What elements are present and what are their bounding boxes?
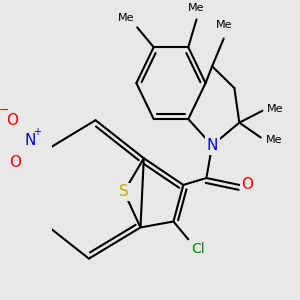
Text: Me: Me — [188, 3, 205, 13]
Text: Cl: Cl — [191, 242, 205, 256]
Text: Me: Me — [215, 20, 232, 30]
Text: N: N — [206, 138, 218, 153]
Text: N: N — [25, 133, 36, 148]
Text: S: S — [119, 184, 129, 200]
Text: Me: Me — [267, 104, 284, 114]
Text: −: − — [0, 104, 9, 117]
Text: +: + — [33, 127, 41, 137]
Text: O: O — [242, 177, 254, 192]
Text: O: O — [9, 155, 21, 170]
Text: O: O — [6, 113, 18, 128]
Text: Me: Me — [117, 13, 134, 22]
Text: Me: Me — [266, 135, 282, 146]
